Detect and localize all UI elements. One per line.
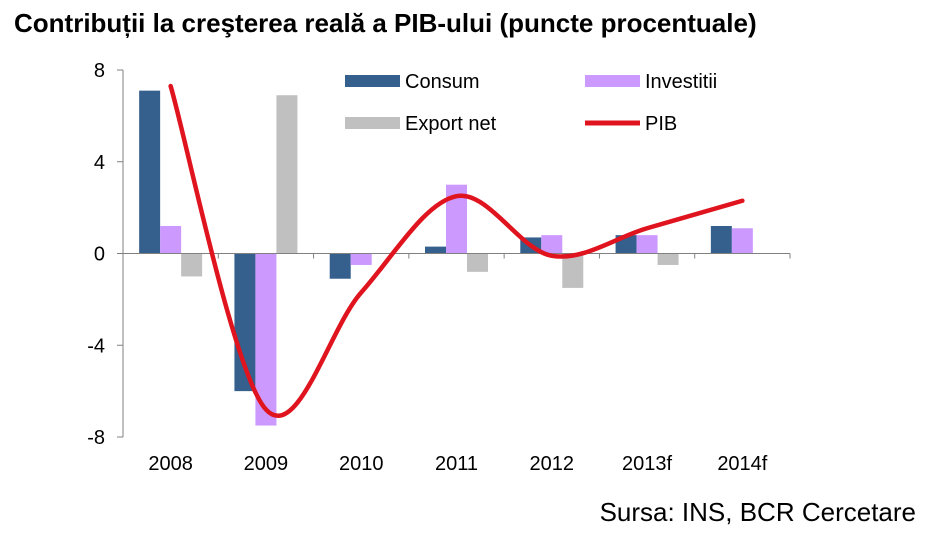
bar-consum-2010 — [329, 253, 351, 279]
bar-investitii-2013f — [636, 235, 658, 254]
x-tick-label: 2009 — [244, 453, 289, 475]
x-ticks: 2008 2009 2010 2011 2012 2013f 2014f — [122, 253, 791, 475]
bar-export-net-2013f — [657, 253, 679, 265]
source-note: Sursa: INS, BCR Cercetare — [599, 497, 916, 527]
legend-label-consum: Consum — [405, 71, 479, 93]
bar-investitii-2010 — [350, 253, 372, 265]
x-tick-label: 2010 — [339, 453, 384, 475]
line-layer — [168, 83, 745, 418]
y-tick-label: 8 — [94, 60, 105, 82]
y-ticks: 8 4 0 -4 -8 — [87, 60, 123, 449]
bars-layer — [139, 90, 753, 426]
bar-investitii-2012 — [541, 235, 563, 254]
legend-label-pib: PIB — [645, 113, 677, 135]
legend-label-export-net: Export net — [405, 113, 497, 135]
y-tick-label: -8 — [87, 427, 105, 449]
x-tick-label: 2012 — [530, 453, 575, 475]
bar-investitii-2014f — [731, 228, 753, 254]
chart-title: Contribuții la creşterea reală a PIB-ulu… — [14, 8, 757, 38]
bar-investitii-2011 — [446, 184, 467, 254]
legend-label-investitii: Investitii — [645, 71, 717, 93]
legend: Consum Investitii Export net PIB — [345, 71, 717, 135]
bar-export-net-2009 — [276, 95, 298, 254]
x-tick-label: 2008 — [148, 453, 193, 475]
y-tick-label: -4 — [87, 335, 105, 357]
legend-swatch-investitii — [585, 75, 640, 87]
bar-consum-2014f — [710, 225, 732, 254]
x-tick-label: 2013f — [622, 453, 672, 475]
bar-export-net-2011 — [467, 253, 488, 272]
bar-export-net-2008 — [181, 253, 203, 277]
x-tick-label: 2011 — [435, 453, 478, 475]
y-tick-label: 0 — [94, 244, 105, 266]
legend-swatch-export-net — [345, 117, 400, 129]
bar-export-net-2012 — [562, 253, 584, 288]
x-tick-label: 2014f — [717, 453, 767, 475]
line-pib — [168, 83, 745, 418]
bar-consum-2008 — [139, 90, 161, 254]
y-tick-label: 4 — [94, 152, 105, 174]
bar-investitii-2008 — [160, 225, 182, 254]
bar-consum-2011 — [425, 246, 446, 254]
legend-swatch-consum — [345, 75, 400, 87]
bar-investitii-2009 — [255, 253, 277, 426]
